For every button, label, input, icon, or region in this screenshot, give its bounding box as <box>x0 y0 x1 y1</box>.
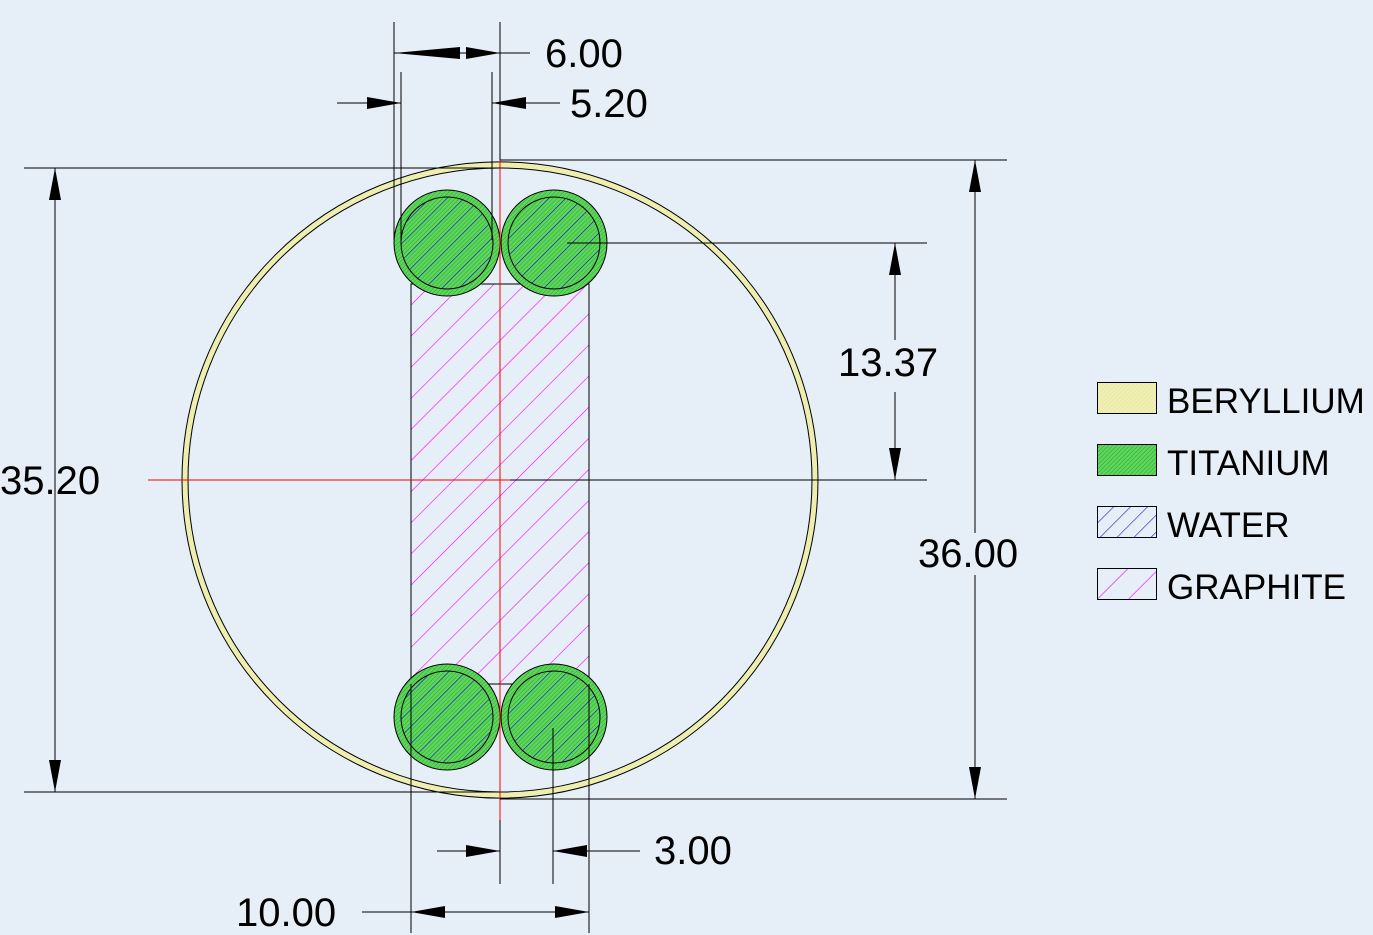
legend-label-beryllium: BERYLLIUM <box>1167 382 1365 421</box>
dimension-label-5-20: 5.20 <box>570 82 648 126</box>
dimension-arrows <box>49 47 981 918</box>
water-swatch <box>1097 506 1157 538</box>
dimension-label-35-20: 35.20 <box>0 459 101 503</box>
legend-label-titanium: TITANIUM <box>1167 444 1330 483</box>
legend-item-beryllium: BERYLLIUM <box>1097 382 1373 421</box>
legend-label-graphite: GRAPHITE <box>1167 568 1346 607</box>
beryllium-swatch <box>1097 382 1157 414</box>
dimension-label-36-00: 36.00 <box>918 532 1019 576</box>
dimension-label-6-00: 6.00 <box>545 32 623 76</box>
legend-item-water: WATER <box>1097 506 1373 545</box>
legend-label-water: WATER <box>1167 506 1290 545</box>
water-channels <box>400 196 601 764</box>
graphite-swatch <box>1097 568 1157 600</box>
dimension-label-13-37: 13.37 <box>838 341 939 385</box>
dimension-label-3-00: 3.00 <box>654 829 732 873</box>
legend-item-graphite: GRAPHITE <box>1097 568 1373 607</box>
legend: BERYLLIUM TITANIUM WATER GRAPHITE <box>1097 382 1373 612</box>
titanium-swatch <box>1097 444 1157 476</box>
legend-item-titanium: TITANIUM <box>1097 444 1373 483</box>
dimension-label-10-00: 10.00 <box>236 891 337 935</box>
